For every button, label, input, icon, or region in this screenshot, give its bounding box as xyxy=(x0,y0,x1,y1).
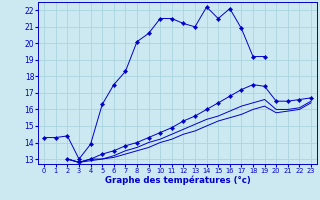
X-axis label: Graphe des températures (°c): Graphe des températures (°c) xyxy=(105,176,251,185)
